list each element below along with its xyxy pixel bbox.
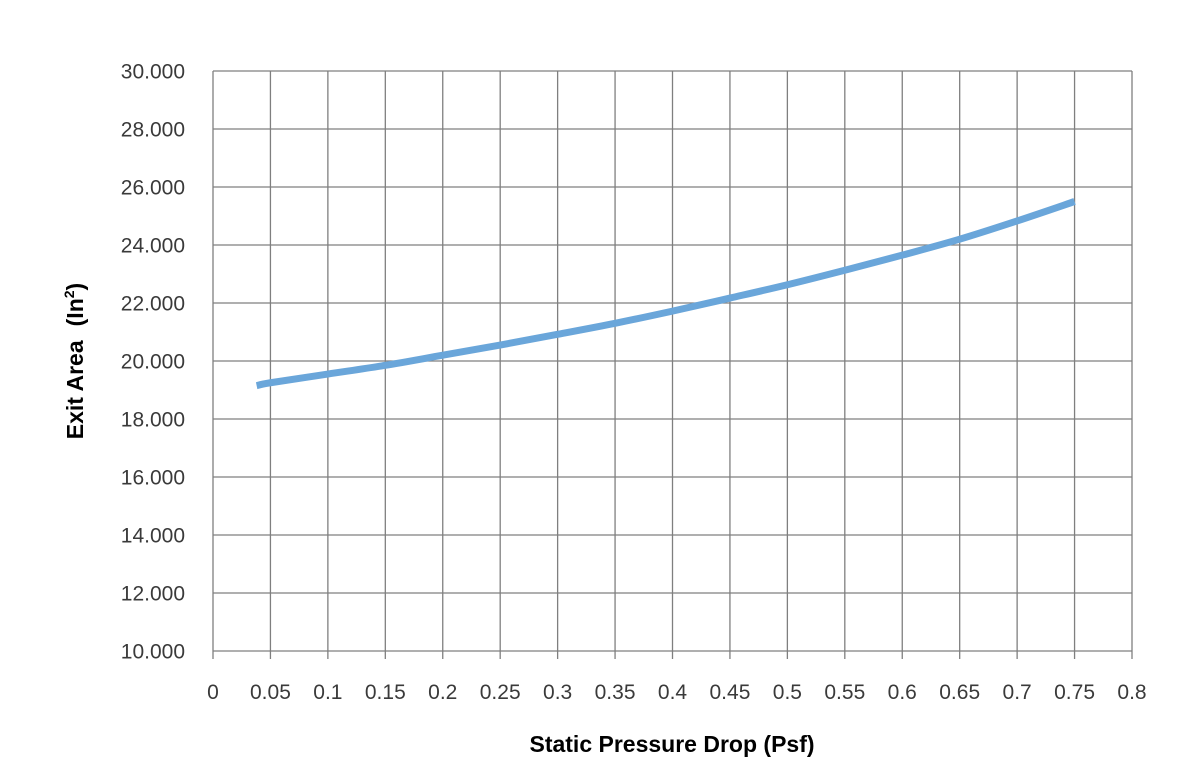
- y-tick-label: 12.000: [121, 583, 185, 606]
- y-axis-title-main: Exit Area: [62, 340, 88, 439]
- x-axis-title: Static Pressure Drop (Psf): [529, 731, 814, 757]
- y-tick-label: 22.000: [121, 293, 185, 316]
- x-tick-label: 0.7: [1003, 681, 1032, 704]
- y-tick-label: 24.000: [121, 235, 185, 258]
- series-layer: [255, 198, 1076, 390]
- grid: [212, 70, 1133, 659]
- x-tick-label: 0.55: [824, 681, 865, 704]
- x-tick-label: 0.35: [595, 681, 636, 704]
- x-tick-label: 0.1: [313, 681, 342, 704]
- x-tick-label: 0.45: [710, 681, 751, 704]
- x-tick-label: 0.65: [939, 681, 980, 704]
- y-tick-label: 20.000: [121, 351, 185, 374]
- x-tick-label: 0.5: [773, 681, 802, 704]
- y-tick-label: 10.000: [121, 641, 185, 664]
- x-tick-label: 0.3: [543, 681, 572, 704]
- x-tick-label: 0.6: [888, 681, 917, 704]
- x-tick-label: 0.25: [480, 681, 521, 704]
- y-tick-label: 14.000: [121, 525, 185, 548]
- x-tick-label: 0.15: [365, 681, 406, 704]
- y-axis-title-close: ): [62, 283, 88, 291]
- x-tick-label: 0.05: [250, 681, 291, 704]
- x-axis-ticks: 0 0.05 0.1 0.15 0.2 0.25 0.3 0.35 0.4 0.45 0.5 0.55…: [207, 681, 1146, 704]
- y-tick-label: 30.000: [121, 61, 185, 84]
- y-tick-label: 28.000: [121, 119, 185, 142]
- y-tick-label: 26.000: [121, 177, 185, 200]
- series-line: [255, 198, 1076, 390]
- x-tick-label: 0.75: [1054, 681, 1095, 704]
- x-tick-label: 0.2: [428, 681, 457, 704]
- y-axis-title-sup: 2: [61, 290, 77, 298]
- y-axis-title-unit: (In: [62, 298, 88, 326]
- x-tick-label: 0.8: [1117, 681, 1146, 704]
- y-tick-label: 16.000: [121, 467, 185, 490]
- y-axis-ticks: 30.000 28.000 26.000 24.000 22.000 20.000 18.0…: [121, 61, 185, 664]
- y-tick-label: 18.000: [121, 409, 185, 432]
- x-tick-label: 0.4: [658, 681, 688, 704]
- x-tick-label: 0: [207, 681, 219, 704]
- y-axis-title: Exit Area (In2): [61, 283, 88, 439]
